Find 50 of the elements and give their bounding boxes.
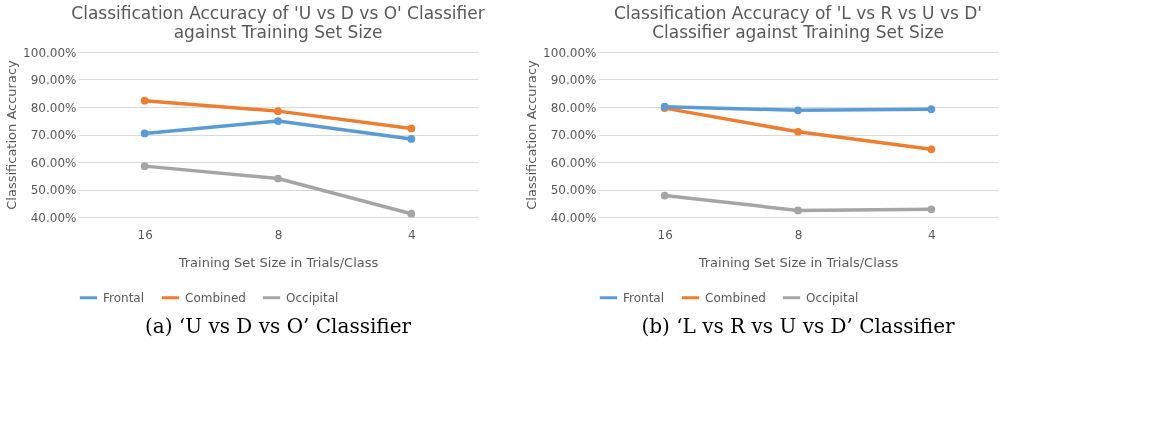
legend-label: Combined xyxy=(705,290,766,305)
point xyxy=(927,145,936,154)
legend-label: Frontal xyxy=(623,290,665,305)
point xyxy=(274,117,282,125)
y-tick-label: 100.00% xyxy=(543,45,597,60)
point xyxy=(274,174,282,183)
point xyxy=(927,205,936,214)
point xyxy=(927,105,936,114)
y-tick-label: 40.00% xyxy=(550,210,597,225)
y-tick-label: 90.00% xyxy=(30,73,77,87)
x-tick-label: 4 xyxy=(928,227,936,242)
y-tick-label: 80.00% xyxy=(550,100,597,115)
text: (a) ‘U vs D vs O’ Classifier xyxy=(144,314,412,338)
chart-title: Classification Accuracy of 'U vs D vs O' Classifier against Training Set Size xyxy=(71,3,485,42)
point xyxy=(407,209,416,218)
point xyxy=(140,129,149,138)
y-tick-label: 60.00% xyxy=(30,155,77,170)
legend-label: Occipital xyxy=(286,290,339,305)
y-tick-label: 40.00% xyxy=(30,210,77,225)
legend-label: Occipital xyxy=(806,290,859,305)
point xyxy=(660,191,669,200)
y-tick-label: 50.00% xyxy=(550,183,597,197)
x-tick-label: 16 xyxy=(137,227,153,242)
point xyxy=(794,206,802,215)
y-tick-label: 90.00% xyxy=(550,73,597,87)
y-tick-label: 70.00% xyxy=(30,128,77,142)
legend-label: Frontal xyxy=(103,290,145,305)
legend-label: Combined xyxy=(185,290,246,305)
point xyxy=(407,124,416,133)
y-axis-title: Classification Accuracy xyxy=(4,59,20,210)
chart-title: Classification Accuracy of 'L vs R vs U vs D' Classifier against Training Set Size xyxy=(613,3,983,42)
x-tick-label: 4 xyxy=(408,227,416,242)
point xyxy=(274,107,282,115)
point xyxy=(140,96,149,105)
y-tick-label: 80.00% xyxy=(30,100,77,115)
text: (b) ‘L vs R vs U vs D’ Classifier xyxy=(641,314,956,338)
x-axis-title: Training Set Size in Trials/Class xyxy=(177,254,379,270)
y-axis-title: Classification Accuracy xyxy=(524,59,540,210)
point xyxy=(407,135,416,143)
point xyxy=(794,106,802,115)
point xyxy=(140,162,149,170)
x-axis-title: Training Set Size in Trials/Class xyxy=(697,254,899,270)
point xyxy=(794,127,802,136)
x-tick-label: 8 xyxy=(274,227,283,242)
x-tick-label: 8 xyxy=(794,227,803,242)
y-tick-label: 50.00% xyxy=(30,183,77,197)
y-tick-label: 60.00% xyxy=(550,155,597,170)
y-tick-label: 100.00% xyxy=(23,45,77,60)
x-tick-label: 16 xyxy=(657,227,673,242)
y-tick-label: 70.00% xyxy=(550,128,597,142)
